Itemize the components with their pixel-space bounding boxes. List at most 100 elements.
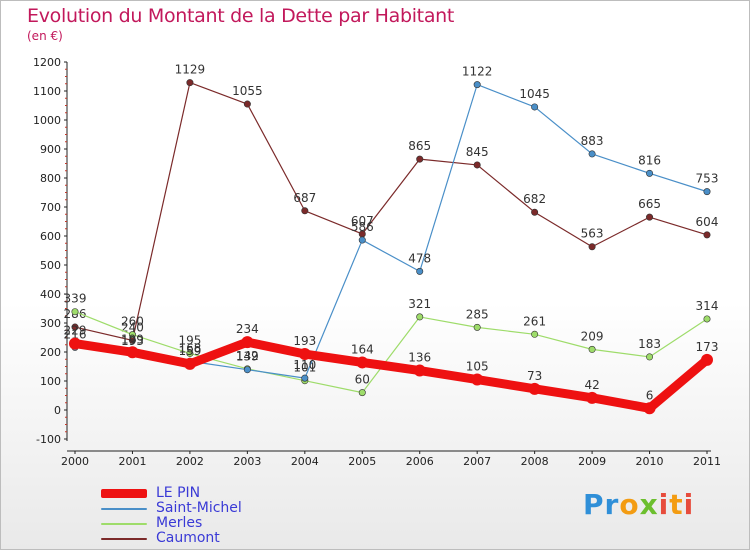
data-point xyxy=(646,213,654,221)
data-point xyxy=(186,349,194,357)
series-line-le-pin xyxy=(70,337,712,413)
data-point xyxy=(531,208,539,216)
data-label: 665 xyxy=(638,197,661,211)
data-label: 865 xyxy=(408,139,431,153)
data-point xyxy=(243,100,251,108)
legend-item: LE PIN xyxy=(101,486,242,501)
data-label: 478 xyxy=(408,251,431,265)
data-label: 6 xyxy=(646,388,654,402)
data-label: 105 xyxy=(466,360,489,374)
y-tick-label: 100 xyxy=(40,375,61,388)
data-point xyxy=(528,382,541,395)
chart-unit-label: (en €) xyxy=(27,29,63,43)
data-label: 586 xyxy=(351,220,374,234)
x-tick-label: 2009 xyxy=(578,455,606,468)
data-point xyxy=(586,391,599,404)
data-label: 73 xyxy=(527,369,542,383)
data-point xyxy=(413,364,426,377)
data-point xyxy=(646,353,654,361)
data-point xyxy=(69,337,81,350)
data-point xyxy=(241,336,254,349)
data-label: 883 xyxy=(581,134,604,148)
data-label: 60 xyxy=(355,373,370,387)
data-point xyxy=(473,323,481,331)
data-point xyxy=(588,243,596,251)
data-label: 195 xyxy=(178,333,201,347)
data-point xyxy=(126,346,139,359)
x-tick-label: 2000 xyxy=(61,455,89,468)
legend-label: Saint-Michel xyxy=(156,500,242,516)
data-point xyxy=(701,353,713,366)
data-point xyxy=(646,169,654,177)
legend-label: Merles xyxy=(156,515,203,531)
data-point xyxy=(301,207,309,215)
data-label: 240 xyxy=(121,320,144,334)
data-label: 1055 xyxy=(232,84,263,98)
data-label: 136 xyxy=(408,351,431,365)
x-tick-label: 2006 xyxy=(406,455,434,468)
proxiti-logo: Proxiti xyxy=(583,488,695,521)
data-point xyxy=(71,323,79,331)
data-label: 321 xyxy=(408,297,431,311)
legend-label: Caumont xyxy=(156,530,220,546)
data-label: 110 xyxy=(293,358,316,372)
data-point xyxy=(71,308,79,316)
series-line-caumont xyxy=(74,81,708,341)
data-label: 1045 xyxy=(519,87,550,101)
data-point xyxy=(416,313,424,321)
data-point xyxy=(588,150,596,158)
legend-label: LE PIN xyxy=(156,485,201,501)
data-label: 193 xyxy=(121,334,144,348)
data-label: 164 xyxy=(351,342,374,356)
data-point xyxy=(703,231,711,239)
x-tick-label: 2011 xyxy=(693,455,721,468)
data-point xyxy=(183,357,196,370)
data-point xyxy=(703,188,711,196)
data-label: 753 xyxy=(696,172,719,186)
y-tick-label: 400 xyxy=(40,288,61,301)
y-tick-label: 500 xyxy=(40,259,61,272)
y-tick-label: 200 xyxy=(40,346,61,359)
y-tick-label: -100 xyxy=(36,433,61,446)
data-label: 1129 xyxy=(175,63,206,77)
data-point xyxy=(531,103,539,111)
data-label: 563 xyxy=(581,227,604,241)
x-tick-label: 2004 xyxy=(291,455,319,468)
y-tick-label: 600 xyxy=(40,230,61,243)
data-label: 42 xyxy=(584,378,599,392)
data-label: 604 xyxy=(696,215,719,229)
data-point xyxy=(471,373,484,386)
data-point xyxy=(358,236,366,244)
data-point xyxy=(473,161,481,169)
legend-item: Saint-Michel xyxy=(101,501,242,516)
data-label: 183 xyxy=(638,337,661,351)
data-label: 607 xyxy=(351,214,374,228)
chart-legend: LE PIN Saint-Michel Merles Caumont xyxy=(101,486,242,546)
y-tick-label: 700 xyxy=(40,201,61,214)
legend-swatch xyxy=(101,489,147,498)
data-label: 682 xyxy=(523,192,546,206)
x-tick-label: 2010 xyxy=(636,455,664,468)
data-label: 285 xyxy=(466,307,489,321)
data-label: 159 xyxy=(178,344,201,358)
y-tick-label: 300 xyxy=(40,317,61,330)
legend-swatch xyxy=(101,507,147,510)
y-tick-label: 800 xyxy=(40,172,61,185)
x-tick-label: 2005 xyxy=(348,455,376,468)
data-label: 209 xyxy=(581,329,604,343)
data-point xyxy=(416,155,424,163)
y-tick-label: 900 xyxy=(40,143,61,156)
legend-swatch xyxy=(101,537,147,540)
data-label: 314 xyxy=(696,299,719,313)
data-label: 168 xyxy=(178,341,201,355)
data-point xyxy=(356,356,369,369)
legend-item: Caumont xyxy=(101,531,242,546)
series-line-merles xyxy=(74,311,708,394)
data-label: 1122 xyxy=(462,65,493,79)
legend-item: Merles xyxy=(101,516,242,531)
x-tick-label: 2002 xyxy=(176,455,204,468)
data-label: 193 xyxy=(293,334,316,348)
data-label: 139 xyxy=(236,350,259,364)
data-point xyxy=(298,348,311,361)
